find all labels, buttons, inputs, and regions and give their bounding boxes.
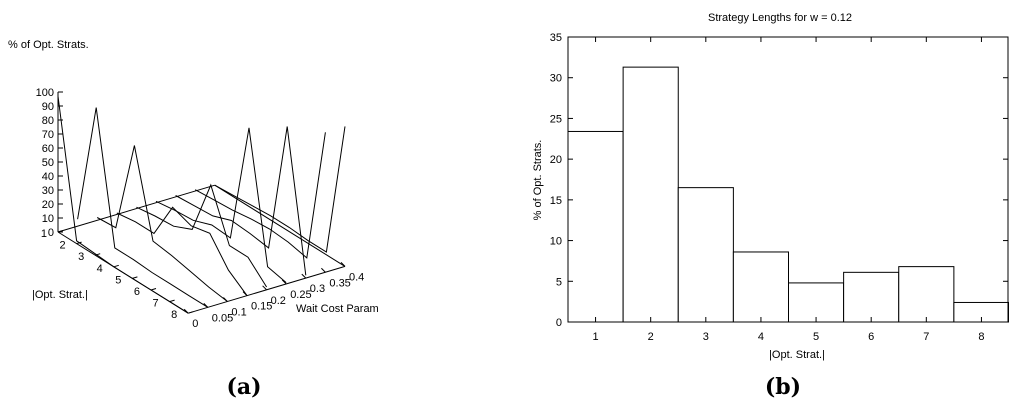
chart-b-bars [567, 66, 1009, 323]
w-tick-label: 0.35 [329, 277, 350, 289]
bar-1 [567, 130, 624, 323]
surface-line-w-0.4 [214, 126, 346, 253]
w-tick-mark [301, 273, 307, 279]
chart-b-axes [567, 36, 1009, 323]
z-tick-label: 30 [42, 185, 54, 197]
x-tick-mark [113, 264, 119, 268]
x-tick-label: 1 [41, 228, 47, 240]
w-tick-label: 0.05 [212, 312, 233, 324]
w-tick-label: 0.25 [290, 289, 311, 301]
chart-b-bar: Strategy Lengths for w = 0.12 % of Opt. … [532, 12, 1009, 361]
bar-6 [843, 271, 900, 323]
y-tick-label: 35 [550, 32, 562, 44]
w-tick-mark [262, 285, 267, 291]
x-tick-label: 6 [868, 331, 874, 343]
surface-line-w-0.3 [175, 126, 307, 276]
x-tick-mark [132, 276, 138, 279]
surface-line-w-0.05 [77, 107, 209, 308]
z-tick-label: 100 [36, 87, 54, 99]
w-tick-label: 0.4 [349, 271, 364, 283]
z-tick-label: 70 [42, 129, 54, 141]
bar-5 [788, 282, 845, 323]
z-tick-label: 90 [42, 101, 54, 113]
w-tick-mark [321, 267, 326, 273]
surface-line-w-0.35 [194, 132, 326, 259]
chart-a-zlabel: % of Opt. Strats. [8, 39, 89, 51]
chart-b-title: Strategy Lengths for w = 0.12 [708, 12, 852, 24]
surface-line-w-0.2 [136, 183, 268, 288]
caption-a: (a) [226, 374, 261, 400]
chart-a-axes [57, 92, 346, 314]
back-x-axis [214, 184, 346, 267]
x-tick-label: 3 [703, 331, 709, 343]
z-tick-label: 10 [42, 213, 54, 225]
chart-a-series [57, 96, 346, 314]
x-tick-label: 8 [978, 331, 984, 343]
chart-a-3d-surface: % of Opt. Strats. |Opt. Strat.| Wait Cos… [8, 39, 379, 330]
back-w-axis [57, 184, 215, 233]
z-tick-label: 0 [48, 227, 54, 239]
x-tick-label: 4 [97, 263, 103, 275]
w-tick-mark [281, 279, 287, 285]
y-tick-label: 5 [556, 276, 562, 288]
w-tick-label: 0.3 [310, 283, 325, 295]
x-tick-label: 5 [813, 331, 819, 343]
w-tick-label: 0 [192, 318, 198, 330]
y-tick-label: 15 [550, 195, 562, 207]
x-tick-label: 2 [59, 240, 65, 252]
w-tick-label: 0.15 [251, 301, 272, 313]
z-tick-label: 80 [42, 115, 54, 127]
x-tick-label: 2 [648, 331, 654, 343]
bar-2 [622, 66, 679, 323]
x-tick-label: 6 [134, 286, 140, 298]
z-tick-label: 60 [42, 143, 54, 155]
y-tick-label: 10 [550, 236, 562, 248]
y-tick-label: 30 [550, 73, 562, 85]
z-tick-label: 20 [42, 199, 54, 211]
x-tick-label: 4 [758, 331, 764, 343]
y-tick-label: 25 [550, 113, 562, 125]
bar-3 [677, 187, 734, 323]
w-tick-mark [340, 262, 346, 267]
x-tick-label: 7 [923, 331, 929, 343]
chart-a-ylabel: Wait Cost Param [296, 303, 379, 315]
chart-a-xlabel: |Opt. Strat.| [32, 289, 88, 301]
bar-7 [898, 266, 955, 323]
x-tick-label: 5 [115, 274, 121, 286]
z-tick-label: 40 [42, 171, 54, 183]
y-tick-label: 20 [550, 154, 562, 166]
x-tick-mark [188, 311, 194, 314]
chart-b-ticks: 0 5 10 15 20 25 30 35 1 2 3 4 5 6 7 8 [550, 32, 1008, 343]
surface-line-w-0.15 [116, 206, 248, 296]
y-tick-label: 0 [556, 317, 562, 329]
x-tick-label: 8 [171, 309, 177, 321]
caption-b: (b) [765, 374, 801, 400]
x-tick-label: 1 [593, 331, 599, 343]
surface-line-w-0 [57, 96, 189, 314]
x-tick-label: 7 [152, 298, 158, 310]
x-tick-mark [57, 230, 64, 233]
bar-4 [732, 251, 789, 323]
x-tick-label: 3 [78, 251, 84, 263]
w-tick-label: 0.1 [231, 307, 246, 319]
x-tick-mark [150, 288, 157, 291]
z-tick-label: 50 [42, 157, 54, 169]
surface-line-w-0.25 [155, 127, 287, 283]
chart-b-frame [567, 36, 1009, 323]
chart-b-ylabel: % of Opt. Strats. [532, 140, 544, 221]
w-tick-label: 0.2 [271, 295, 286, 307]
chart-b-xlabel: |Opt. Strat.| [769, 349, 825, 361]
x-tick-mark [169, 299, 175, 303]
